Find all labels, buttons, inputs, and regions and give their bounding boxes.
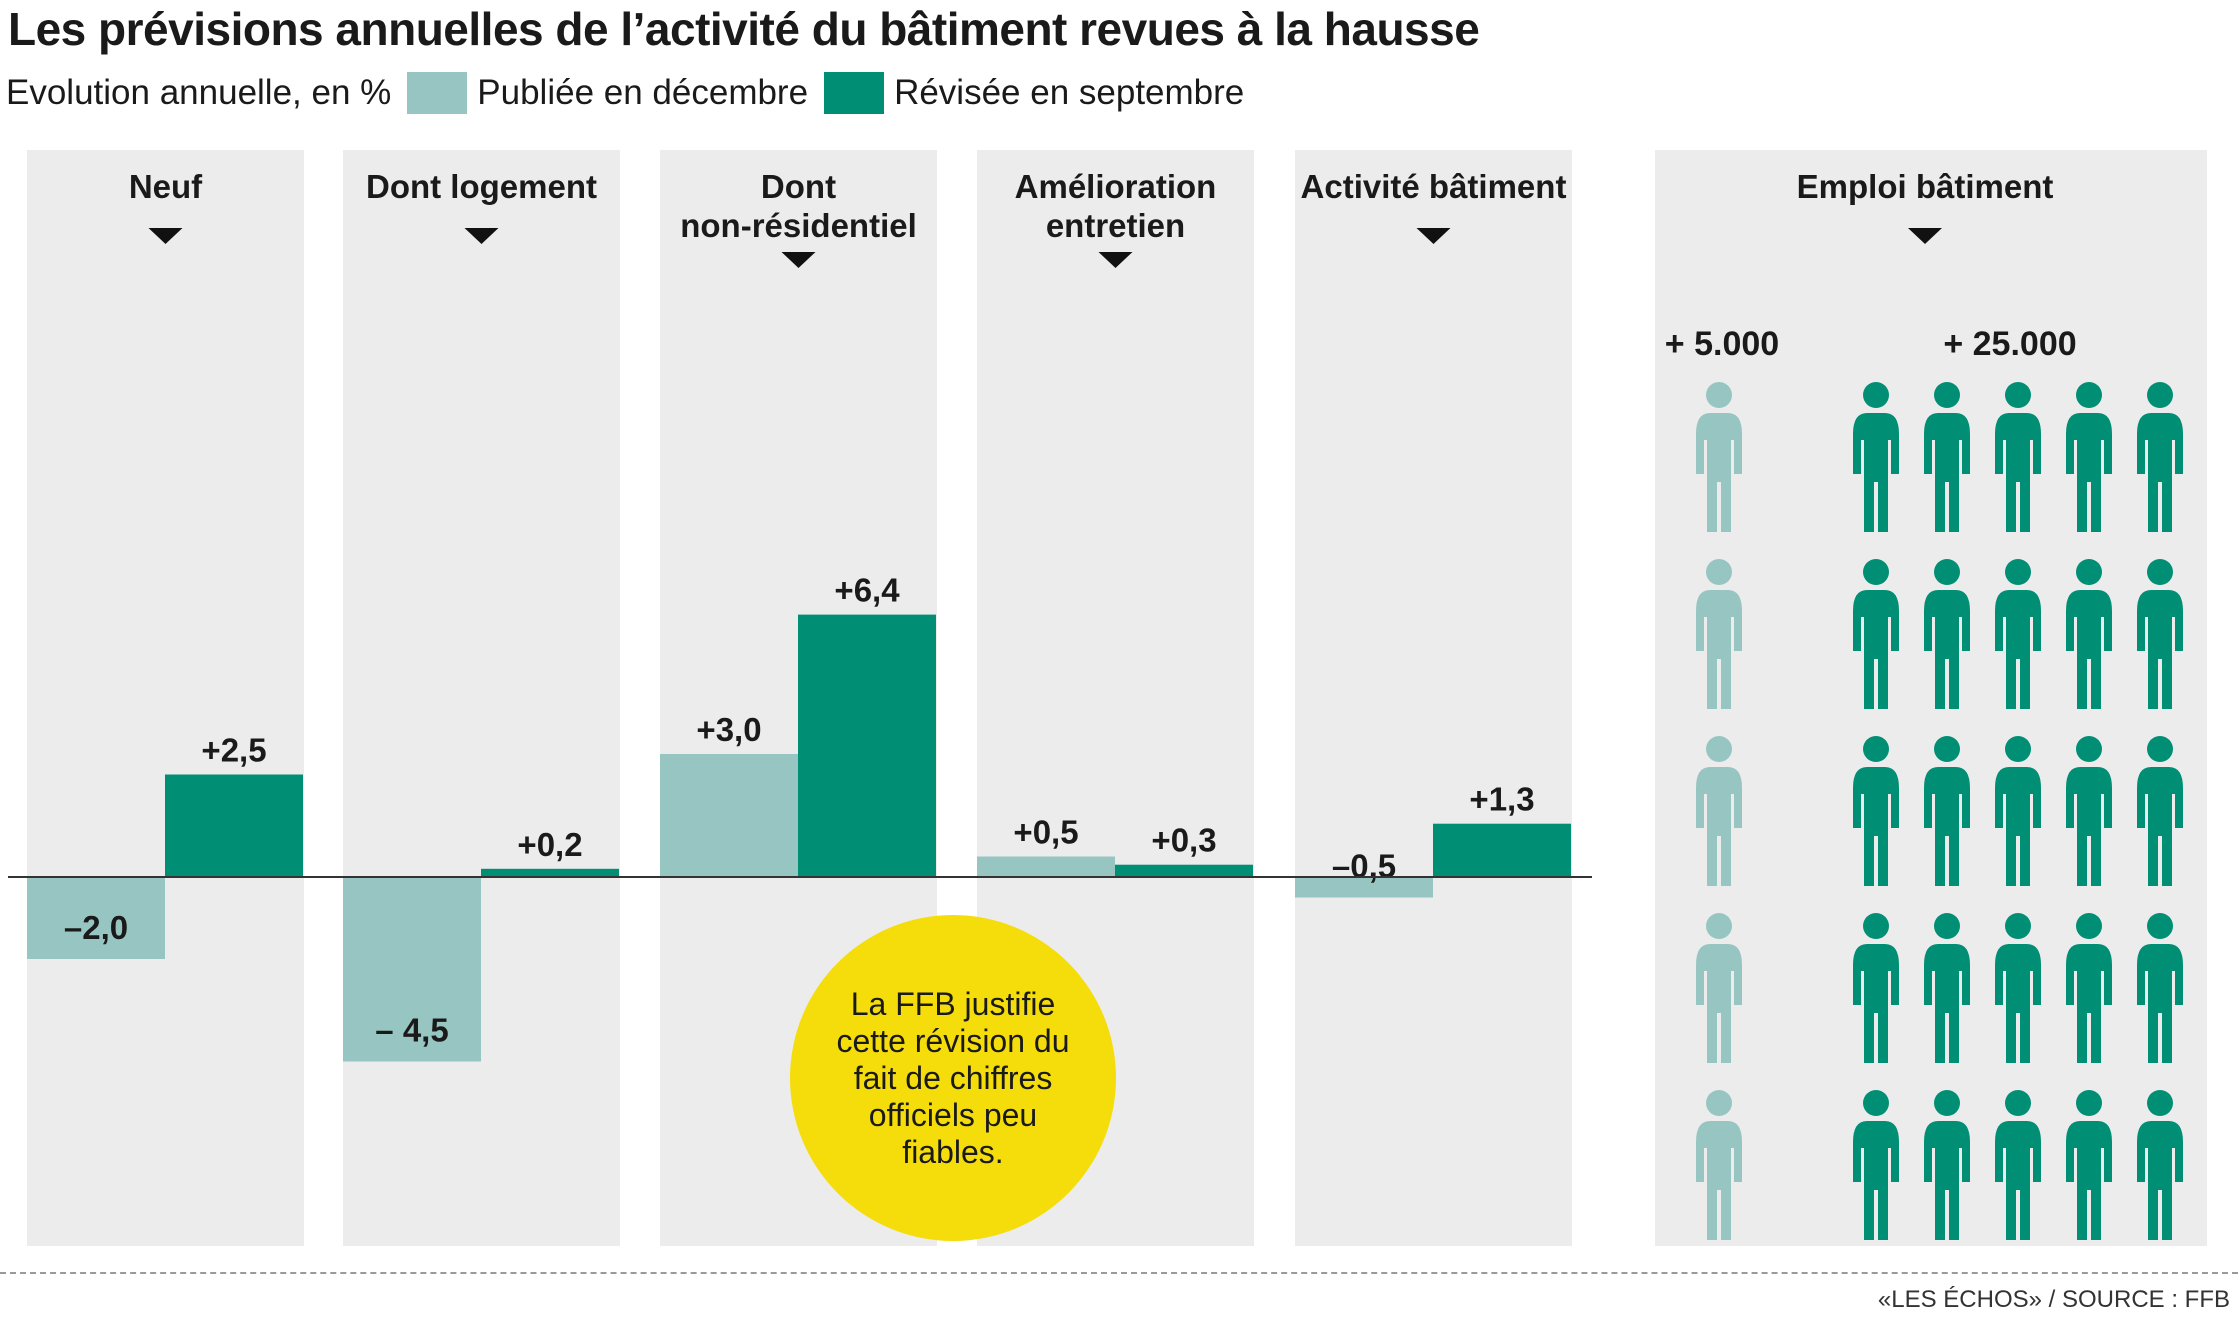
person-icon [1924,1090,1970,1240]
data-label-published-1: –2,0 [64,909,128,946]
employment-label-published: + 5.000 [1665,325,1779,363]
panel-background-5 [1295,150,1572,1246]
person-icon [1853,382,1899,532]
chevron-down-icon [781,252,816,268]
note-text: La FFB justifie cette révision du fait d… [836,985,1070,1170]
person-icon [2066,736,2112,886]
person-icon [1995,382,2041,532]
person-icon [1995,736,2041,886]
legend-swatch-revised [824,72,885,114]
data-label-published-5: –0,5 [1332,848,1396,885]
chevron-down-icon [1098,252,1133,268]
person-icon [2137,913,2183,1063]
legend-label-published: Publiée en décembre [477,73,809,112]
panel-background-employment [1655,150,2207,1246]
person-icon [1853,1090,1899,1240]
person-icon [1853,559,1899,709]
data-label-published-4: +0,5 [1013,814,1078,851]
panel-title-5: Activité bâtiment [1301,168,1567,205]
bar-published-4 [977,856,1115,877]
bar-published-2 [343,877,481,1062]
panel-title-employment: Emploi bâtiment [1797,168,2054,205]
footer-divider [0,1272,2238,1274]
data-label-revised-1: +2,5 [201,732,266,769]
note-callout: La FFB justifie cette révision du fait d… [790,915,1116,1241]
chevron-down-icon [1416,228,1451,244]
legend-swatch-published [407,72,468,114]
legend-label-revised: Révisée en septembre [894,73,1245,112]
person-icon [1696,382,1742,532]
data-label-published-3: +3,0 [696,711,761,748]
panel-title-3: Dont non-résidentiel [680,168,917,244]
person-icon [1924,913,1970,1063]
panel-title-4: Amélioration entretien [1015,168,1217,244]
person-icon [1853,736,1899,886]
data-label-revised-4: +0,3 [1151,822,1216,859]
bar-revised-2 [481,868,619,877]
chart-subtitle: Evolution annuelle, en % [6,73,392,112]
person-icon [1696,736,1742,886]
person-icon [1696,559,1742,709]
bar-revised-3 [798,614,936,877]
bar-revised-1 [165,774,303,877]
chevron-down-icon [148,228,183,244]
panel-background-2 [343,150,620,1246]
data-label-published-2: – 4,5 [375,1012,448,1049]
chart-title: Les prévisions annuelles de l’activité d… [8,3,1480,55]
person-icon [2066,1090,2112,1240]
person-icon [1853,913,1899,1063]
chevron-down-icon [464,228,499,244]
person-icon [2066,382,2112,532]
chevron-down-icon [1908,228,1942,244]
person-icon [1995,1090,2041,1240]
person-icon [1995,559,2041,709]
person-icon [2137,1090,2183,1240]
person-icon [2066,913,2112,1063]
bar-published-5 [1295,877,1433,898]
source-credit: «LES ÉCHOS» / SOURCE : FFB [1877,1286,2230,1313]
person-icon [2137,559,2183,709]
bar-revised-4 [1115,864,1253,877]
bar-published-1 [27,877,165,959]
data-label-revised-5: +1,3 [1469,781,1534,818]
person-icon [2137,382,2183,532]
person-icon [2137,736,2183,886]
person-icon [2066,559,2112,709]
panel-title-2: Dont logement [366,168,597,205]
bar-published-3 [660,754,798,877]
data-label-revised-3: +6,4 [834,572,900,609]
person-icon [1924,559,1970,709]
person-icon [1696,1090,1742,1240]
subtitle-legend-row: Evolution annuelle, en % Publiée en déce… [6,70,1244,116]
person-icon [1924,382,1970,532]
person-icon [1995,913,2041,1063]
panel-title-1: Neuf [129,168,203,205]
panel-background-1 [27,150,304,1246]
bar-revised-5 [1433,823,1571,877]
person-icon [1696,913,1742,1063]
employment-label-revised: + 25.000 [1943,325,2076,363]
data-label-revised-2: +0,2 [517,826,582,863]
person-icon [1924,736,1970,886]
